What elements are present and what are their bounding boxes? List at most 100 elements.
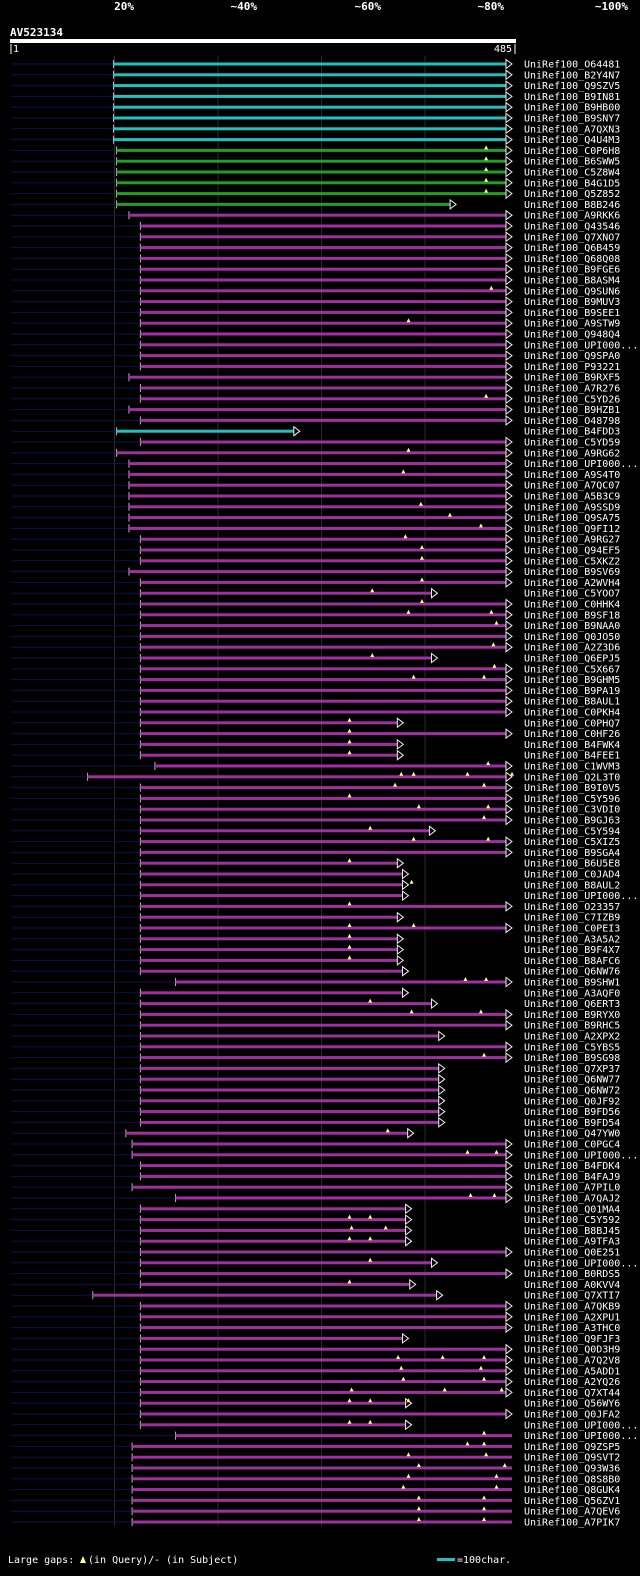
hit-row[interactable]: UniRef100_A2YQ26 xyxy=(11,1376,620,1389)
hit-row[interactable]: UniRef100_Q93W36 xyxy=(11,1463,620,1475)
hit-row[interactable]: UniRef100_Q56ZV1 xyxy=(11,1495,620,1507)
hit-row[interactable]: UniRef100_B4FAJ9 xyxy=(11,1170,620,1183)
hit-row[interactable]: UniRef100_A2Z3D6 xyxy=(11,641,620,654)
hit-row[interactable]: UniRef100_C0PEI3 xyxy=(11,922,620,935)
hit-row[interactable]: UniRef100_Q0E251 xyxy=(11,1246,620,1259)
hit-row[interactable]: UniRef100_C5YD26 xyxy=(11,393,620,406)
hit-row[interactable]: UniRef100_Q6B459 xyxy=(11,242,620,254)
hit-row[interactable]: UniRef100_Q01MA4 xyxy=(11,1203,620,1215)
hit-row[interactable]: UniRef100_Q7XTI7 xyxy=(11,1289,620,1302)
hit-row[interactable]: UniRef100_B9MUV3 xyxy=(11,296,620,308)
hit-row[interactable]: UniRef100_UPI000... xyxy=(11,1430,638,1443)
hit-row[interactable]: UniRef100_B9SV69 xyxy=(11,566,620,578)
hit-row[interactable]: UniRef100_C5X667 xyxy=(11,663,620,676)
hit-row[interactable]: UniRef100_C0P6H8 xyxy=(11,144,620,157)
hit-row[interactable]: UniRef100_B9FGE6 xyxy=(11,263,620,276)
hit-row[interactable]: UniRef100_B8AUL2 xyxy=(11,879,620,892)
hit-row[interactable]: UniRef100_Q7XT44 xyxy=(11,1386,620,1399)
hit-row[interactable]: UniRef100_C5Y594 xyxy=(11,825,620,838)
hit-row[interactable]: UniRef100_Q6EPJ5 xyxy=(11,652,620,665)
hit-row[interactable]: UniRef100_B9GJ63 xyxy=(11,814,620,827)
hit-row[interactable]: UniRef100_A7PIK7 xyxy=(11,1517,620,1529)
hit-row[interactable]: UniRef100_A9SSD9 xyxy=(11,501,620,514)
hit-row[interactable]: UniRef100_Q8S8B0 xyxy=(11,1473,620,1486)
hit-row[interactable]: UniRef100_B9SGA4 xyxy=(11,846,620,859)
hit-row[interactable]: UniRef100_O23357 xyxy=(11,900,620,913)
hit-row[interactable]: UniRef100_O48798 xyxy=(11,414,620,427)
hit-row[interactable]: UniRef100_A9TFA3 xyxy=(11,1235,620,1248)
hit-row[interactable]: UniRef100_UPI000... xyxy=(11,339,638,351)
hit-row[interactable]: UniRef100_Q6NW76 xyxy=(11,965,620,978)
hit-row[interactable]: UniRef100_C5YBS5 xyxy=(11,1041,620,1053)
hit-row[interactable]: UniRef100_Q7XNO7 xyxy=(11,231,620,243)
hit-row[interactable]: UniRef100_Q9SZV5 xyxy=(11,80,620,92)
hit-row[interactable]: UniRef100_Q47YW0 xyxy=(11,1127,620,1140)
hit-row[interactable]: UniRef100_Q9SA75 xyxy=(11,512,620,525)
hit-row[interactable]: UniRef100_A3A5A2 xyxy=(11,933,620,946)
hit-row[interactable]: UniRef100_A9RKK6 xyxy=(11,209,620,222)
hit-row[interactable]: UniRef100_C5XKZ2 xyxy=(11,555,620,568)
hit-row[interactable]: UniRef100_C5Z8W4 xyxy=(11,166,620,179)
hit-row[interactable]: UniRef100_C0HHK4 xyxy=(11,598,620,611)
hit-row[interactable]: UniRef100_B9I0V5 xyxy=(11,782,620,795)
hit-row[interactable]: UniRef100_A7R276 xyxy=(11,382,620,395)
hit-row[interactable]: UniRef100_A2XPU1 xyxy=(11,1311,620,1323)
hit-row[interactable]: UniRef100_B9F4X7 xyxy=(11,944,620,957)
hit-row[interactable]: UniRef100_Q948Q4 xyxy=(11,328,620,341)
hit-row[interactable]: UniRef100_Q0JFA2 xyxy=(11,1408,620,1421)
hit-row[interactable]: UniRef100_A5ADD1 xyxy=(11,1365,620,1378)
hit-row[interactable]: UniRef100_B9SNY7 xyxy=(11,112,620,125)
hit-row[interactable]: UniRef100_B9GHM5 xyxy=(11,674,620,687)
hit-row[interactable]: UniRef100_A3AQF0 xyxy=(11,987,620,999)
hit-row[interactable]: UniRef100_B4FDK4 xyxy=(11,1160,620,1172)
hit-row[interactable]: UniRef100_B4FWK4 xyxy=(11,738,620,751)
hit-row[interactable]: UniRef100_A7QC07 xyxy=(11,479,620,492)
hit-row[interactable]: UniRef100_B9SEE1 xyxy=(11,306,620,319)
hit-row[interactable]: UniRef100_Q0D3H9 xyxy=(11,1343,620,1356)
hit-row[interactable]: UniRef100_B9NAA0 xyxy=(11,620,620,633)
hit-row[interactable]: UniRef100_B2Y4N7 xyxy=(11,69,620,81)
hit-row[interactable]: UniRef100_Q4U4M3 xyxy=(11,134,620,146)
hit-row[interactable]: UniRef100_C5YOO7 xyxy=(11,587,620,600)
hit-row[interactable]: UniRef100_C5XIZ5 xyxy=(11,836,620,849)
hit-row[interactable]: UniRef100_Q6NW77 xyxy=(11,1073,620,1086)
hit-row[interactable]: UniRef100_B9HZB1 xyxy=(11,404,620,416)
hit-row[interactable]: UniRef100_A7PIL0 xyxy=(11,1181,620,1194)
hit-row[interactable]: UniRef100_C7IZB9 xyxy=(11,911,620,924)
hit-row[interactable]: UniRef100_C5YD59 xyxy=(11,436,620,449)
hit-row[interactable]: UniRef100_A7QXN3 xyxy=(11,123,620,135)
hit-row[interactable]: UniRef100_Q68Q08 xyxy=(11,252,620,265)
hit-row[interactable]: UniRef100_A9STW9 xyxy=(11,317,620,330)
hit-row[interactable]: UniRef100_B8AFC6 xyxy=(11,954,620,967)
hit-row[interactable]: UniRef100_A0KVV4 xyxy=(11,1278,620,1291)
hit-row[interactable]: UniRef100_B9SG98 xyxy=(11,1052,620,1065)
hit-row[interactable]: UniRef100_A9S4T0 xyxy=(11,468,620,481)
hit-row[interactable]: UniRef100_A7QAJ2 xyxy=(11,1192,620,1205)
hit-row[interactable]: UniRef100_C3VDI0 xyxy=(11,803,620,816)
hit-row[interactable]: UniRef100_Q6NW72 xyxy=(11,1084,620,1097)
hit-row[interactable]: UniRef100_UPI000... xyxy=(11,890,638,902)
hit-row[interactable]: UniRef100_B8BJ45 xyxy=(11,1224,620,1237)
hit-row[interactable]: UniRef100_C0HF26 xyxy=(11,728,620,741)
hit-row[interactable]: UniRef100_Q9ZSP5 xyxy=(11,1441,620,1453)
hit-row[interactable]: UniRef100_Q94EF5 xyxy=(11,544,620,557)
hit-row[interactable]: UniRef100_B8B246 xyxy=(11,198,620,211)
hit-row[interactable]: UniRef100_B0RDS5 xyxy=(11,1268,620,1280)
hit-row[interactable]: UniRef100_C1WVM3 xyxy=(11,760,620,773)
hit-row[interactable]: UniRef100_C0PHQ7 xyxy=(11,717,620,730)
hit-row[interactable]: UniRef100_Q9SPA0 xyxy=(11,350,620,362)
hit-row[interactable]: UniRef100_C0PKH4 xyxy=(11,706,620,719)
hit-row[interactable]: UniRef100_B8ASM4 xyxy=(11,274,620,287)
hit-row[interactable]: UniRef100_B6U5E8 xyxy=(11,857,620,870)
hit-row[interactable]: UniRef100_Q9FI12 xyxy=(11,522,620,535)
hit-row[interactable]: UniRef100_UPI000... xyxy=(11,1419,638,1432)
hit-row[interactable]: UniRef100_C5Y592 xyxy=(11,1214,620,1227)
hit-row[interactable]: UniRef100_Q56WY6 xyxy=(11,1397,620,1410)
hit-row[interactable]: UniRef100_B9SF18 xyxy=(11,609,620,622)
hit-row[interactable]: UniRef100_A7QKB9 xyxy=(11,1300,620,1313)
hit-row[interactable]: UniRef100_A3THC0 xyxy=(11,1322,620,1334)
hit-row[interactable]: UniRef100_Q9SVT2 xyxy=(11,1452,620,1464)
hit-row[interactable]: UniRef100_P93221 xyxy=(11,360,620,373)
hit-row[interactable]: UniRef100_C0PGC4 xyxy=(11,1138,620,1151)
hit-row[interactable]: UniRef100_Q7XP37 xyxy=(11,1062,620,1075)
